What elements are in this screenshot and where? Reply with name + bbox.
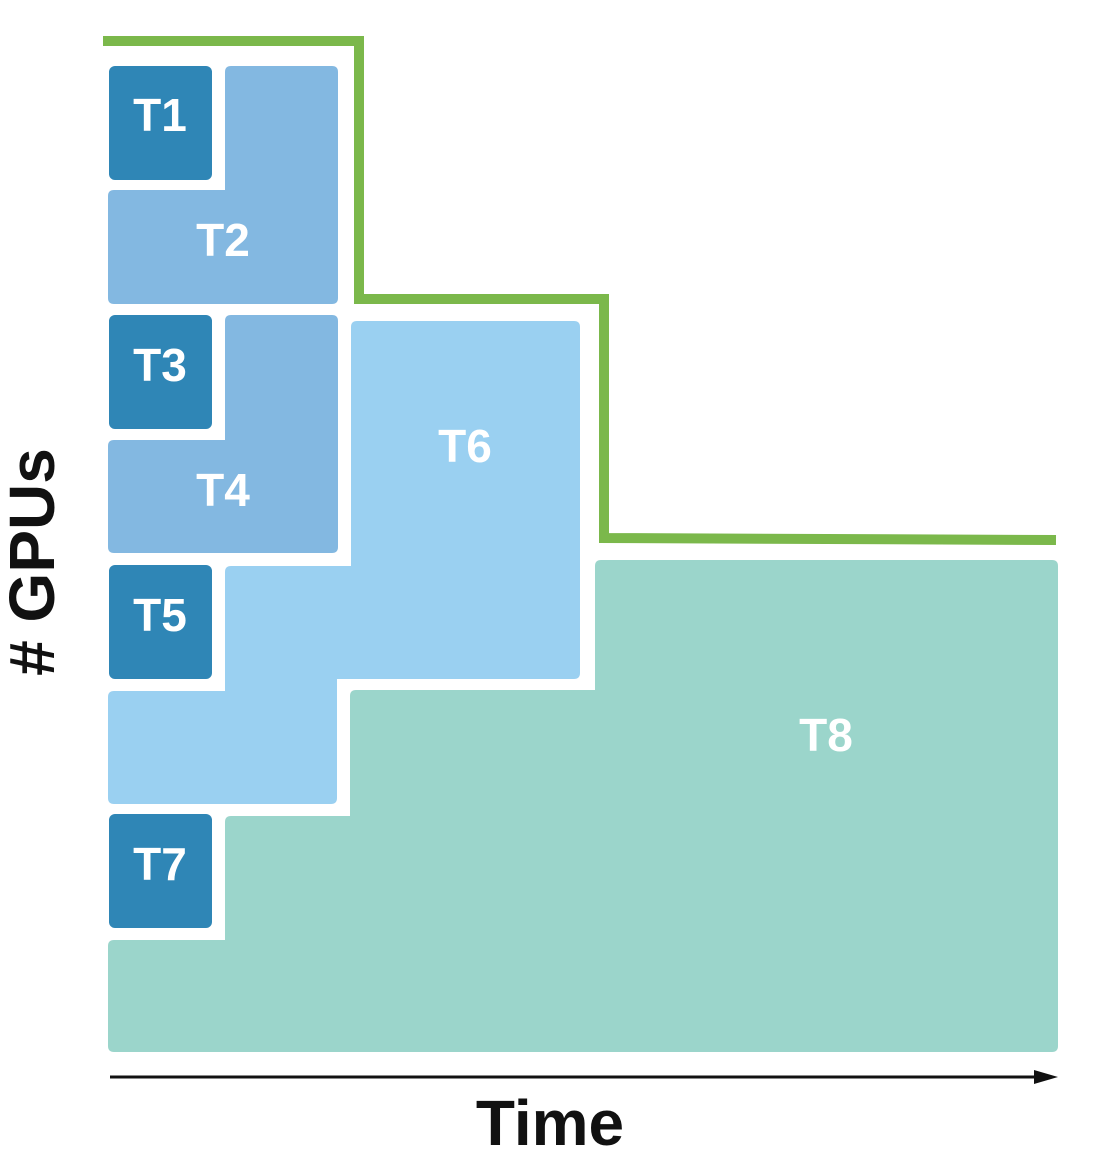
task-t7-block [109,814,212,928]
task-t4-block [108,315,338,553]
task-t4-label: T4 [196,464,250,516]
gpu-frontier-line [103,36,1057,545]
task-t3-label: T3 [133,339,187,391]
task-t5-block [109,565,212,679]
task-t1-label: T1 [133,89,187,141]
task-t2-block [108,66,338,304]
task-t6-block [108,321,580,804]
task-t5-label: T5 [133,589,187,641]
task-t6-label: T6 [438,420,492,472]
time-axis-arrowhead [1034,1070,1058,1084]
task-t8-block [108,560,1058,1052]
task-t1-block [109,66,212,180]
task-t3-block [109,315,212,429]
task-t8-label: T8 [799,709,853,761]
task-t7-label: T7 [133,838,187,890]
x-axis-label: Time [476,1087,624,1159]
y-axis-label: # GPUs [0,448,68,676]
task-t2-label: T2 [196,214,250,266]
